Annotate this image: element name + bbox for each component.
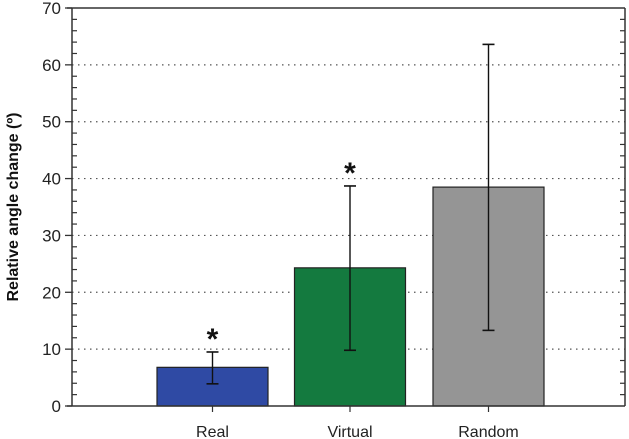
y-tick-label: 0 [52, 397, 61, 416]
axes [67, 7, 626, 407]
x-axis-ticks: Real Virtual Random [196, 406, 519, 439]
significance-star: * [207, 323, 219, 356]
y-tick-label: 60 [42, 56, 61, 75]
x-tick-label-random: Random [458, 424, 518, 439]
error-bars [206, 43, 495, 385]
y-axis-label: Relative angle change (º) [5, 112, 22, 301]
y-tick-label: 40 [42, 170, 61, 189]
y-axis-ticks: 0 10 20 30 40 50 60 70 [42, 0, 625, 416]
y-tick-label: 50 [42, 113, 61, 132]
y-tick-label: 70 [42, 0, 61, 18]
y-tick-label: 20 [42, 283, 61, 302]
significance-markers: ** [207, 157, 357, 356]
y-tick-label: 30 [42, 226, 61, 245]
y-tick-label: 10 [42, 340, 61, 359]
x-tick-label-real: Real [196, 424, 229, 439]
x-tick-label-virtual: Virtual [327, 424, 372, 439]
significance-star: * [344, 157, 356, 190]
